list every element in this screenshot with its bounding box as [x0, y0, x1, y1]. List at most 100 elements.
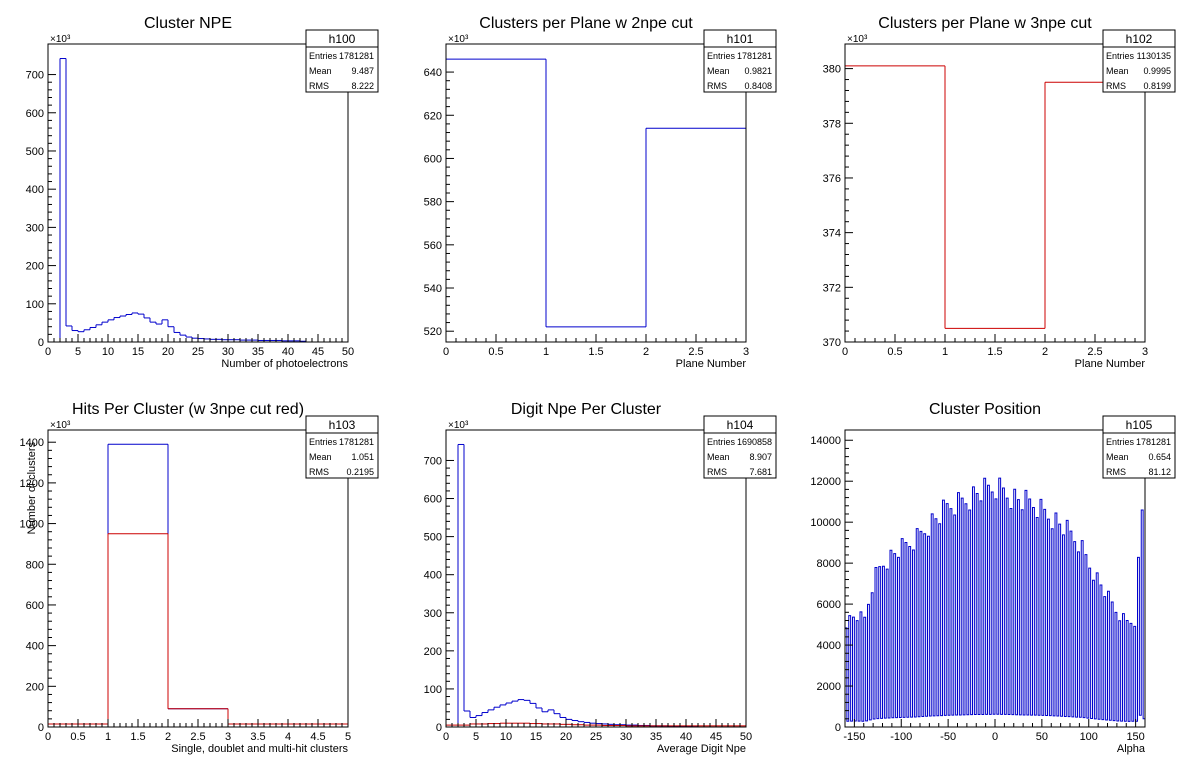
stats-row-value: 0.654: [1148, 452, 1171, 462]
series-group: [48, 443, 348, 727]
stats-row-value: 8.907: [749, 452, 772, 462]
chart-title: Clusters per Plane w 2npe cut: [479, 15, 693, 32]
x-tick-label: 5: [345, 731, 351, 743]
x-tick-label: -50: [940, 731, 956, 743]
y-tick-label: 300: [424, 608, 442, 620]
stats-row-label: Mean: [1106, 66, 1129, 76]
stats-box-frame: [703, 415, 777, 479]
stats-row-value: 1781281: [339, 51, 374, 61]
histogram-panel-h102: Clusters per Plane w 3npe cut 0 0.5 1 1.5 2 2.…: [823, 15, 1176, 370]
chart-title: Hits Per Cluster (w 3npe cut red): [72, 401, 304, 418]
stats-row-value: 0.2195: [346, 467, 374, 477]
stats-row-label: Entries: [707, 51, 736, 61]
stats-box-title: h103: [329, 418, 356, 432]
y-tick-label: 400: [26, 184, 44, 196]
stats-row-label: RMS: [309, 81, 329, 91]
x-tick-label: 2.5: [688, 346, 703, 358]
x-tick-label: 0.5: [887, 346, 902, 358]
y-tick-label: 620: [424, 110, 442, 122]
x-tick-label: 0: [443, 346, 449, 358]
stats-row-value: 0.9821: [744, 66, 772, 76]
x-axis-label: Alpha: [1117, 743, 1146, 755]
stats-row-value: 0.8199: [1143, 81, 1171, 91]
x-axis-label: Plane Number: [1075, 358, 1146, 370]
x-tick-label: 10: [102, 346, 114, 358]
y-tick-label: 0: [38, 337, 44, 349]
x-tick-label: 3: [1142, 346, 1148, 358]
plot-frame: [844, 43, 1146, 343]
chart-title: Cluster NPE: [144, 15, 232, 32]
x-tick-label: 100: [1080, 731, 1098, 743]
x-tick-label: 50: [1036, 731, 1048, 743]
x-tick-label: 2.5: [1087, 346, 1102, 358]
stats-row-value: 1781281: [339, 437, 374, 447]
x-tick-label: 35: [252, 346, 264, 358]
y-tick-label: 800: [26, 559, 44, 571]
y-tick-label: 200: [424, 646, 442, 658]
y-axis-exponent: ×10³: [50, 34, 71, 45]
series-group: [59, 58, 307, 342]
x-tick-label: 0: [45, 346, 51, 358]
stats-row-value: 1781281: [1136, 437, 1171, 447]
x-tick-label: 3: [225, 731, 231, 743]
y-tick-label: 500: [424, 532, 442, 544]
y-tick-label: 14000: [810, 435, 841, 447]
stats-row-label: RMS: [707, 81, 727, 91]
stats-box-frame: [703, 29, 777, 93]
x-axis-label: Number of photoelectrons: [221, 358, 348, 370]
x-tick-label: 3.5: [250, 731, 265, 743]
y-tick-label: 100: [424, 684, 442, 696]
chart-title: Cluster Position: [929, 401, 1041, 418]
histogram-panel-h105: Cluster Position -150 -100 -50 0 50 100 150 0 200…: [810, 401, 1176, 755]
chart-title: Digit Npe Per Cluster: [511, 401, 662, 418]
x-tick-label: 1.5: [987, 346, 1002, 358]
y-tick-label: 200: [26, 681, 44, 693]
x-tick-label: 45: [312, 346, 324, 358]
y-tick-label: 374: [823, 228, 841, 240]
x-tick-label: 40: [282, 346, 294, 358]
stats-row-label: Mean: [309, 66, 332, 76]
x-tick-label: 2: [643, 346, 649, 358]
x-tick-label: 30: [222, 346, 234, 358]
stats-box-title: h105: [1126, 418, 1153, 432]
y-tick-label: 200: [26, 261, 44, 273]
series-group: [845, 65, 1145, 342]
x-tick-label: 50: [740, 731, 752, 743]
stats-box-title: h100: [329, 32, 356, 46]
x-tick-label: 0: [992, 731, 998, 743]
x-tick-label: 2: [1042, 346, 1048, 358]
y-tick-label: 400: [424, 570, 442, 582]
y-tick-label: 0: [436, 722, 442, 734]
series-group: [446, 58, 746, 342]
x-tick-label: -100: [890, 731, 912, 743]
x-tick-label: 20: [560, 731, 572, 743]
plot-frame: [47, 429, 349, 728]
x-tick-label: 1: [942, 346, 948, 358]
stats-row-value: 1130135: [1137, 51, 1171, 61]
y-tick-label: 12000: [810, 476, 841, 488]
y-tick-label: 380: [823, 64, 841, 76]
y-tick-label: 1000: [20, 519, 44, 531]
x-tick-label: 15: [132, 346, 144, 358]
stats-row-value: 1.051: [351, 452, 374, 462]
y-tick-label: 4000: [817, 640, 841, 652]
y-tick-label: 10000: [810, 517, 841, 529]
histogram-panel-h101: Clusters per Plane w 2npe cut 0 0.5 1 1.5 2 2.…: [424, 15, 777, 370]
x-tick-label: 25: [590, 731, 602, 743]
y-tick-label: 600: [26, 108, 44, 120]
stats-row-value: 8.222: [351, 81, 374, 91]
x-tick-label: 1.5: [130, 731, 145, 743]
x-tick-label: 1: [105, 731, 111, 743]
chart-title: Clusters per Plane w 3npe cut: [878, 15, 1092, 32]
y-axis-label: Number of clusters: [26, 442, 38, 535]
x-tick-label: 3: [743, 346, 749, 358]
stats-box-frame: [1102, 29, 1176, 93]
y-tick-label: 1200: [20, 478, 44, 490]
y-tick-label: 378: [823, 118, 841, 130]
plot-frame: [445, 429, 747, 728]
x-tick-label: 150: [1126, 731, 1144, 743]
y-tick-label: 8000: [817, 558, 841, 570]
